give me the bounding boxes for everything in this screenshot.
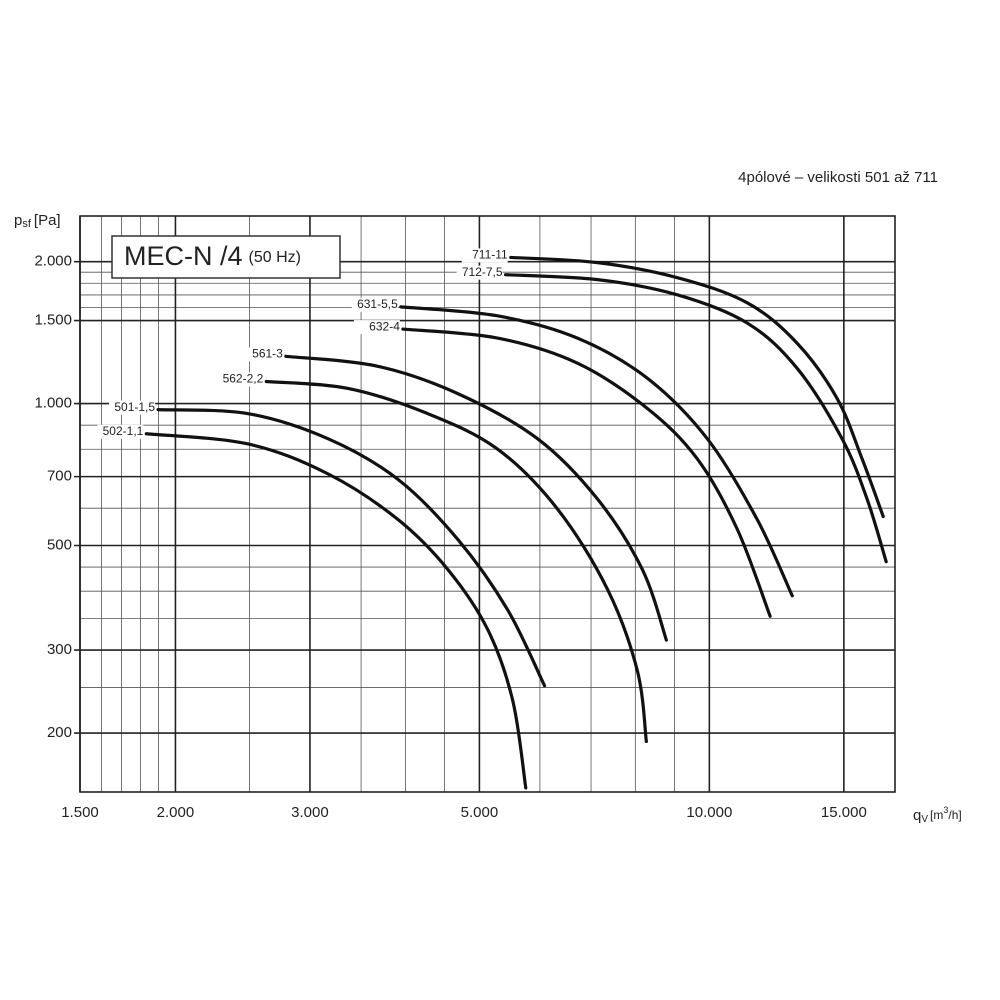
fan-curve bbox=[284, 354, 668, 642]
x-tick-label: 5.000 bbox=[461, 804, 499, 821]
x-label-sub: V bbox=[921, 814, 928, 825]
fan-curve bbox=[401, 327, 772, 618]
x-tick-label: 2.000 bbox=[157, 804, 195, 821]
x-label-sup: 3 bbox=[943, 805, 948, 815]
x-label-unit: [m bbox=[930, 808, 943, 822]
plot-frame bbox=[79, 215, 896, 793]
series-label: 562-2,2 bbox=[223, 372, 264, 386]
series-label-bg bbox=[97, 424, 144, 439]
series-label: 561-3 bbox=[252, 346, 283, 360]
y-tick-label: 2.000 bbox=[34, 253, 72, 270]
y-axis-label: psf [Pa] bbox=[14, 212, 61, 230]
fan-curve bbox=[399, 305, 794, 598]
series-label-bg bbox=[236, 347, 283, 362]
x-tick-label: 10.000 bbox=[686, 804, 732, 821]
series-label: 632-4 bbox=[369, 319, 400, 333]
x-label-main: q bbox=[913, 807, 921, 824]
fan-curve bbox=[503, 273, 888, 564]
y-tick-label: 200 bbox=[47, 724, 72, 741]
x-axis-label: qV [m3/h] bbox=[913, 805, 962, 824]
y-tick-label: 1.500 bbox=[34, 312, 72, 329]
series-label-bg bbox=[217, 372, 264, 387]
grid bbox=[74, 215, 896, 793]
x-tick-label: 1.500 bbox=[61, 804, 99, 821]
series-label-bg bbox=[461, 248, 508, 263]
series-label-bg bbox=[353, 320, 400, 335]
curves: 502-1,1 501-1,5 562-2,2 561-3 632-4 631-5,5 71… bbox=[97, 248, 888, 790]
series-label-bg bbox=[109, 400, 156, 415]
series-label-bg bbox=[351, 297, 398, 312]
x-tick-label: 15.000 bbox=[821, 804, 867, 821]
title-note: (50 Hz) bbox=[249, 249, 301, 266]
fan-curve bbox=[156, 408, 547, 688]
chart-title: MEC-N /4 (50 Hz) bbox=[124, 241, 301, 271]
series-label: 712-7,5 bbox=[462, 265, 503, 279]
series-label: 631-5,5 bbox=[357, 297, 398, 311]
y-tick-label: 700 bbox=[47, 468, 72, 485]
series-label-bg bbox=[456, 265, 503, 280]
fan-curve bbox=[264, 379, 648, 744]
fan-curve bbox=[509, 255, 885, 519]
x-label-unit: /h] bbox=[948, 808, 961, 822]
y-tick-label: 500 bbox=[47, 536, 72, 553]
y-label-sub: sf bbox=[22, 218, 32, 230]
series-label: 711-11 bbox=[472, 248, 508, 262]
fan-curve bbox=[144, 432, 528, 790]
y-tick-label: 300 bbox=[47, 641, 72, 658]
title-main: MEC-N /4 bbox=[124, 241, 243, 271]
series-label: 501-1,5 bbox=[114, 400, 155, 414]
y-label-main: p bbox=[14, 212, 22, 229]
x-tick-label: 3.000 bbox=[291, 804, 329, 821]
series-label: 502-1,1 bbox=[103, 424, 144, 438]
y-tick-label: 1.000 bbox=[34, 395, 72, 412]
y-label-unit: [Pa] bbox=[34, 212, 61, 229]
subtitle: 4pólové – velikosti 501 až 711 bbox=[738, 169, 938, 186]
title-box bbox=[111, 235, 341, 279]
